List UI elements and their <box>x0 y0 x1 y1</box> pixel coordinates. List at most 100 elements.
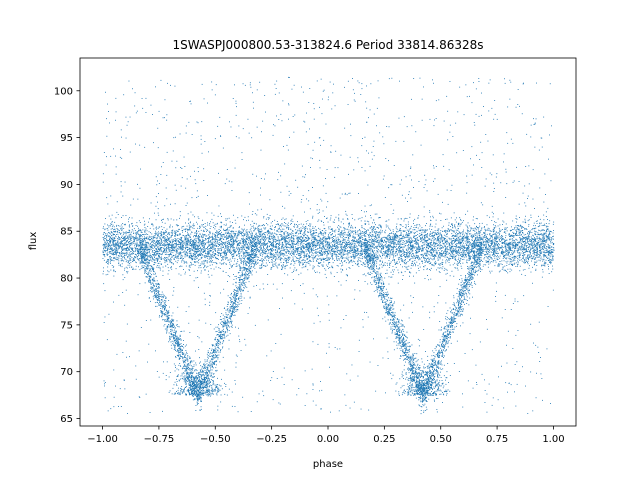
data-point <box>128 242 130 243</box>
data-point <box>126 239 128 241</box>
data-point <box>332 240 333 242</box>
data-point <box>296 247 298 249</box>
data-point <box>159 237 161 238</box>
data-point <box>177 256 179 258</box>
data-point <box>336 245 337 246</box>
data-point <box>431 254 433 256</box>
data-point <box>485 239 487 241</box>
data-point <box>239 249 241 251</box>
data-point <box>230 241 232 243</box>
data-point <box>230 246 232 248</box>
data-point <box>112 247 113 249</box>
data-point <box>164 258 166 259</box>
data-point <box>324 245 326 247</box>
data-point <box>142 258 144 260</box>
data-point <box>286 261 288 263</box>
data-point <box>458 231 460 233</box>
data-point <box>212 241 214 243</box>
data-point <box>504 230 506 232</box>
data-point <box>514 227 515 229</box>
data-point <box>462 254 463 255</box>
data-point <box>232 265 233 266</box>
data-point <box>399 257 400 259</box>
data-point <box>130 247 131 249</box>
data-point <box>274 258 276 260</box>
data-point <box>500 247 502 249</box>
data-point <box>160 241 162 243</box>
data-point <box>266 264 268 266</box>
data-point <box>112 259 114 261</box>
data-point <box>551 249 553 250</box>
data-point <box>278 243 280 245</box>
data-point <box>525 251 526 253</box>
data-point <box>539 225 541 227</box>
data-point <box>129 263 130 264</box>
data-point <box>462 231 464 232</box>
data-point <box>282 244 284 245</box>
data-point <box>326 256 328 258</box>
data-point <box>313 240 314 242</box>
data-point <box>289 233 291 235</box>
data-point <box>503 252 505 254</box>
data-point <box>303 246 305 248</box>
data-point <box>352 248 353 250</box>
data-point <box>104 254 106 255</box>
data-point <box>379 231 381 233</box>
data-point <box>547 250 549 252</box>
data-point <box>525 245 527 247</box>
data-point <box>329 248 331 250</box>
data-point <box>415 238 417 240</box>
data-point <box>300 240 302 241</box>
data-point <box>415 243 417 245</box>
data-point <box>393 246 395 248</box>
data-point <box>121 260 123 262</box>
data-point <box>455 256 457 258</box>
data-point <box>318 235 319 237</box>
data-point <box>434 235 435 237</box>
data-point <box>234 251 235 253</box>
data-point <box>118 260 120 262</box>
data-point <box>114 231 116 233</box>
data-point <box>366 253 368 255</box>
data-point <box>393 253 395 255</box>
data-point <box>503 212 505 214</box>
data-point <box>370 256 372 258</box>
data-point <box>130 247 132 249</box>
data-point <box>128 252 130 254</box>
data-point <box>475 243 477 245</box>
data-point <box>266 243 267 245</box>
data-point <box>366 240 368 242</box>
data-point <box>187 249 189 250</box>
data-point <box>398 251 400 253</box>
data-point <box>205 228 206 230</box>
data-point <box>508 247 510 249</box>
data-point <box>279 256 281 257</box>
data-point <box>456 243 458 245</box>
data-point <box>431 245 433 246</box>
data-point <box>362 237 363 239</box>
data-point <box>322 266 324 267</box>
data-point <box>525 248 527 250</box>
data-point <box>396 262 398 264</box>
data-point <box>227 227 228 229</box>
data-point <box>498 263 500 265</box>
data-point <box>488 246 490 248</box>
data-point <box>404 251 406 253</box>
data-point <box>263 250 265 251</box>
data-point <box>489 256 491 258</box>
data-point <box>131 266 132 268</box>
data-point <box>319 240 321 242</box>
data-point <box>251 265 253 267</box>
data-point <box>291 252 293 254</box>
data-point <box>375 241 377 243</box>
data-point <box>298 253 300 255</box>
data-point <box>437 259 439 261</box>
data-point <box>179 238 181 240</box>
data-point <box>401 272 403 274</box>
data-point <box>320 239 322 241</box>
data-point <box>241 255 242 257</box>
data-point <box>314 240 316 242</box>
data-point <box>455 235 457 236</box>
data-point <box>424 236 426 238</box>
data-point <box>346 241 347 243</box>
